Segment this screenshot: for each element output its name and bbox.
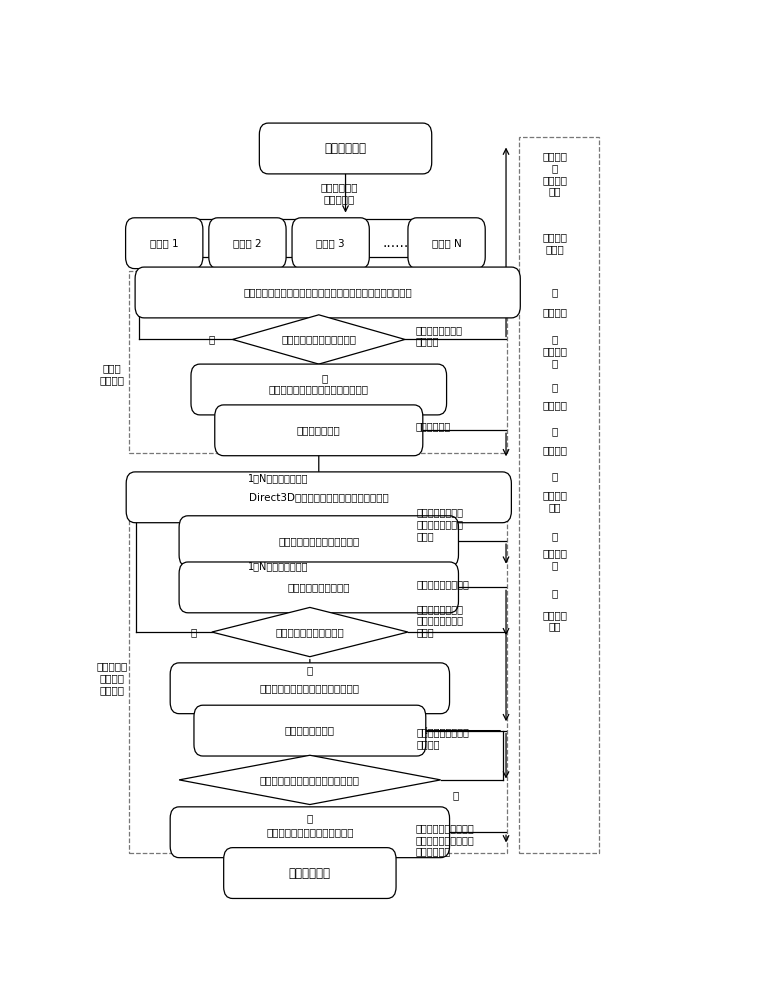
Text: 初始化场景图中每一个线程渲染网格分别运行相同的随机函数: 初始化场景图中每一个线程渲染网格分别运行相同的随机函数 [243, 287, 412, 297]
Text: 执行内核函数计算: 执行内核函数计算 [285, 726, 335, 736]
Text: 是: 是 [307, 666, 313, 676]
Bar [519, 137, 599, 853]
Text: 设备执行开始: 设备执行开始 [324, 142, 367, 155]
FancyBboxPatch shape [179, 516, 459, 567]
FancyBboxPatch shape [127, 472, 512, 523]
Text: 光照和环境渲染结果传回主机端: 光照和环境渲染结果传回主机端 [266, 827, 354, 837]
Text: ，: ， [551, 426, 558, 436]
Text: 否: 否 [321, 373, 328, 383]
Polygon shape [179, 755, 440, 805]
Text: Direct3D缓存的图像对象进行指令并行操作: Direct3D缓存的图像对象进行指令并行操作 [249, 492, 389, 502]
FancyBboxPatch shape [126, 218, 202, 269]
Text: 初始化
内核函数: 初始化 内核函数 [100, 363, 124, 385]
Text: 分布式队
列: 分布式队 列 [542, 548, 568, 570]
Text: 控制流指
令并行: 控制流指 令并行 [542, 232, 568, 254]
FancyBboxPatch shape [224, 848, 396, 898]
Text: 实时读取内存对象
和图像对象存入全
局内存: 实时读取内存对象 和图像对象存入全 局内存 [417, 604, 464, 637]
Text: 负载均衡: 负载均衡 [542, 445, 568, 455]
FancyBboxPatch shape [170, 807, 449, 858]
Text: ，: ， [551, 531, 558, 541]
Text: 全局内存
：
场景图初
始化: 全局内存 ： 场景图初 始化 [542, 151, 568, 196]
Text: 场景图更新操作: 场景图更新操作 [297, 425, 341, 435]
Text: 线程束同步指令控制: 线程束同步指令控制 [417, 579, 469, 589]
FancyBboxPatch shape [135, 267, 520, 318]
FancyBboxPatch shape [215, 405, 423, 456]
FancyBboxPatch shape [209, 218, 286, 269]
Text: 全局光照
模型: 全局光照 模型 [542, 610, 568, 631]
Text: 是: 是 [307, 813, 313, 823]
Text: 场景图缓存对象执行控制流指令操作: 场景图缓存对象执行控制流指令操作 [260, 683, 360, 693]
Text: 读取全局内存融合同步
指令渲染的控制指令方
法的计算结果: 读取全局内存融合同步 指令渲染的控制指令方 法的计算结果 [415, 823, 474, 857]
Text: 线程束同
步: 线程束同 步 [542, 346, 568, 368]
Text: 是: 是 [209, 334, 215, 344]
Text: ，: ， [551, 287, 558, 297]
Text: 达到最大化流水线并行和数据并行？: 达到最大化流水线并行和数据并行？ [260, 775, 360, 785]
Text: ，: ， [551, 472, 558, 482]
FancyBboxPatch shape [194, 705, 426, 756]
Text: 1到N个线程并行执行: 1到N个线程并行执行 [248, 473, 308, 483]
Text: 场景图规模是否超出范围？: 场景图规模是否超出范围？ [281, 334, 357, 344]
FancyBboxPatch shape [179, 562, 459, 613]
Text: ，: ， [551, 588, 558, 598]
Text: 传到全局内存: 传到全局内存 [415, 421, 450, 431]
FancyBboxPatch shape [191, 364, 446, 415]
Text: 否: 否 [191, 627, 197, 637]
FancyBboxPatch shape [408, 218, 486, 269]
Text: 工作项 2: 工作项 2 [233, 238, 262, 248]
Bar [129, 508, 507, 853]
Text: 设备执行结束: 设备执行结束 [289, 867, 331, 880]
Polygon shape [232, 315, 405, 364]
Text: ......: ...... [383, 236, 409, 250]
Text: 是否符合并行规约操作？: 是否符合并行规约操作？ [275, 627, 344, 637]
Text: 工作项 N: 工作项 N [432, 238, 462, 248]
Text: ，: ， [551, 334, 558, 344]
Text: 从全局内存读
取共享内存: 从全局内存读 取共享内存 [321, 182, 358, 204]
FancyBboxPatch shape [259, 123, 432, 174]
Text: 每个线程并行执行
每一条控制流指令
流水线: 每个线程并行执行 每一条控制流指令 流水线 [417, 508, 464, 541]
Text: 控制流指令
并行操作
内核函数: 控制流指令 并行操作 内核函数 [97, 662, 127, 695]
Polygon shape [212, 607, 408, 657]
Text: 并行归约: 并行归约 [542, 400, 568, 410]
Text: 内核程序进行指令多发射操作: 内核程序进行指令多发射操作 [278, 536, 360, 546]
Text: 1到N个线程并行执行: 1到N个线程并行执行 [248, 562, 308, 572]
Text: 统计执行内核函数中场景图网格数量: 统计执行内核函数中场景图网格数量 [268, 384, 369, 394]
Text: 生成的场景图存入
全局内存: 生成的场景图存入 全局内存 [415, 325, 462, 346]
Text: 光照模型计算值传到
全局内存: 光照模型计算值传到 全局内存 [417, 728, 469, 749]
Bar [129, 271, 507, 453]
Text: 工作项 1: 工作项 1 [150, 238, 179, 248]
Text: ，: ， [551, 382, 558, 392]
Text: 隐式同步: 隐式同步 [542, 308, 568, 318]
Text: 工作项 3: 工作项 3 [316, 238, 345, 248]
FancyBboxPatch shape [292, 218, 370, 269]
FancyBboxPatch shape [170, 663, 449, 714]
Text: 内核程序进行分支预测: 内核程序进行分支预测 [288, 582, 350, 592]
Text: 否: 否 [453, 790, 459, 800]
Text: 指针命令
队列: 指针命令 队列 [542, 490, 568, 512]
